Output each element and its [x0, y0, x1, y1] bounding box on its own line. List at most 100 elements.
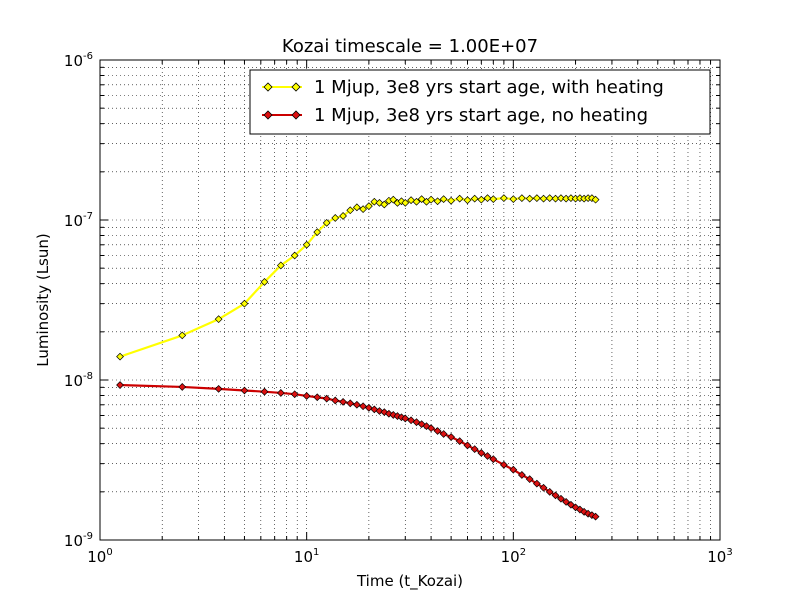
data-point	[380, 200, 389, 209]
data-point	[447, 433, 456, 441]
data-point	[346, 399, 355, 408]
legend: 1 Mjup, 3e8 yrs start age, with heating …	[249, 69, 711, 135]
chart-title: Kozai timescale = 1.00E+07	[282, 36, 538, 57]
data-point	[322, 394, 331, 403]
y-tick-label: 10-6	[64, 51, 93, 70]
data-point	[401, 414, 410, 423]
data-point	[470, 445, 479, 453]
data-point	[499, 460, 508, 469]
data-point	[509, 465, 518, 474]
data-point	[276, 261, 285, 270]
data-point	[489, 195, 498, 204]
legend-marker-no-heating	[291, 110, 301, 120]
data-point	[470, 194, 479, 203]
y-tick-label: 10-7	[64, 211, 93, 230]
data-point	[116, 352, 124, 361]
data-point	[455, 437, 464, 446]
data-point	[240, 299, 249, 308]
data-point	[477, 449, 486, 457]
x-axis-label: Time (t_Kozai)	[356, 572, 463, 591]
data-point	[509, 195, 518, 204]
y-tick-label: 10-8	[64, 371, 93, 390]
data-point	[352, 203, 361, 212]
data-point	[260, 387, 269, 396]
data-point	[331, 396, 340, 405]
data-point	[240, 386, 249, 395]
data-point	[483, 452, 492, 460]
data-point	[260, 278, 269, 286]
data-point	[591, 512, 600, 521]
x-tick-label: 101	[294, 547, 319, 566]
data-point	[331, 214, 340, 222]
data-point	[322, 218, 331, 227]
legend-label-with-heating: 1 Mjup, 3e8 yrs start age, with heating	[314, 77, 664, 98]
data-point	[302, 392, 311, 400]
data-point	[339, 397, 347, 406]
data-point	[562, 498, 570, 506]
y-axis-label: Luminosity (Lsun)	[34, 233, 52, 366]
data-point	[525, 475, 534, 484]
data-point	[178, 331, 187, 340]
data-point	[477, 195, 486, 204]
data-point	[545, 487, 554, 496]
x-tick-label: 103	[707, 547, 732, 566]
data-point	[433, 427, 442, 435]
data-point	[214, 315, 223, 324]
data-point	[525, 194, 534, 203]
data-point	[116, 381, 124, 389]
data-point	[532, 479, 541, 488]
plot-frame	[99, 59, 721, 541]
tick-marks	[100, 60, 720, 540]
x-tick-label: 102	[501, 547, 526, 566]
data-point	[359, 205, 367, 213]
x-tick-label: 100	[87, 547, 112, 566]
data-point	[313, 393, 322, 402]
legend-box	[249, 69, 711, 135]
data-point	[539, 483, 548, 492]
data-point	[517, 194, 526, 203]
data-point	[214, 384, 223, 393]
data-point	[439, 430, 448, 438]
series-1	[116, 381, 600, 521]
data-point	[455, 194, 464, 203]
data-point	[412, 197, 421, 206]
data-point	[401, 198, 410, 207]
data-point	[302, 240, 311, 249]
data-point	[359, 402, 367, 411]
legend-label-no-heating: 1 Mjup, 3e8 yrs start age, no heating	[314, 105, 648, 126]
data-point	[489, 455, 498, 464]
data-point	[339, 212, 347, 220]
data-point	[591, 195, 600, 204]
tick-labels: 100 101 102 103 10-9 10-8 10-7 10-6	[64, 51, 733, 566]
data-point	[427, 195, 435, 204]
data-point	[290, 251, 299, 260]
y-tick-label: 10-9	[64, 531, 93, 550]
data-point	[417, 195, 426, 204]
data-point	[290, 390, 299, 399]
data-point	[364, 202, 373, 211]
data-point	[551, 491, 560, 500]
data-point	[557, 494, 565, 503]
data-point	[499, 194, 508, 203]
legend-marker-with-heating	[263, 82, 273, 92]
data-point	[276, 389, 285, 397]
data-point	[517, 471, 526, 479]
data-point	[178, 383, 187, 391]
plot-area	[100, 60, 720, 540]
data-point	[389, 195, 398, 204]
series-0	[116, 194, 600, 361]
data-point	[427, 424, 435, 433]
data-point	[439, 195, 448, 204]
data-point	[447, 196, 456, 205]
legend-marker-no-heating	[263, 110, 273, 120]
data-point	[463, 441, 472, 450]
data-point	[433, 197, 442, 206]
data-point	[463, 196, 472, 205]
data-point	[352, 400, 361, 409]
data-point	[346, 206, 355, 215]
series-layer	[116, 194, 600, 521]
data-point	[313, 228, 322, 237]
legend-marker-with-heating	[291, 82, 301, 92]
data-point	[407, 416, 415, 425]
